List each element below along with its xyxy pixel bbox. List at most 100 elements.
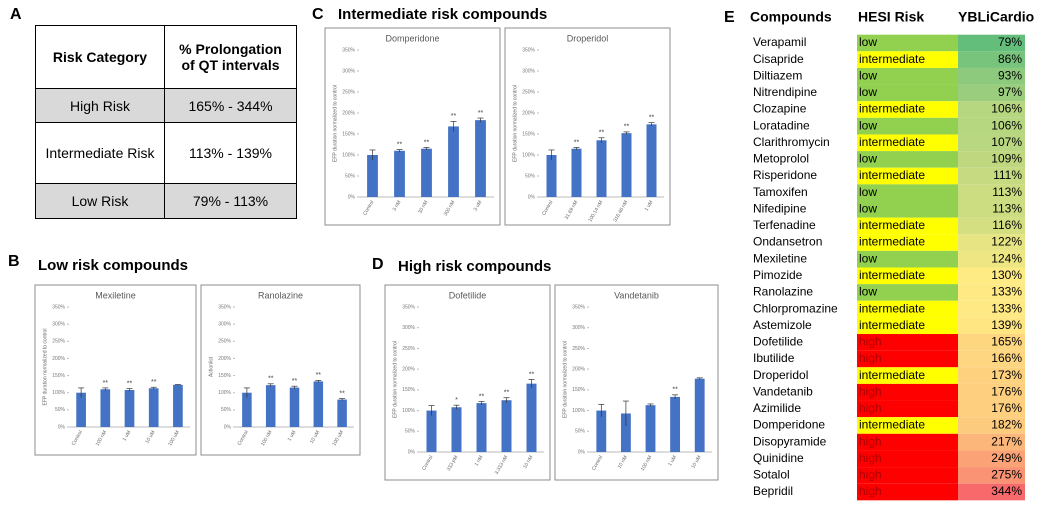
y-tick-label: 300% <box>52 321 65 327</box>
header-cell: HESI Risk <box>858 9 924 25</box>
score-cell <box>958 383 1025 401</box>
y-tick-label: 100% <box>52 390 65 396</box>
cell: High Risk <box>35 88 165 123</box>
y-tick-label: 350% <box>572 304 585 310</box>
compound: Tamoxifen <box>753 185 808 199</box>
bar <box>621 133 632 197</box>
score: 106% <box>991 102 1022 116</box>
y-tick-label: 300% <box>522 68 535 74</box>
score: 111% <box>993 168 1022 182</box>
compound: Verapamil <box>753 35 806 49</box>
bar <box>451 407 462 452</box>
y-axis-label: EFP duration normalized to control <box>332 85 338 162</box>
compound: Droperidol <box>753 368 808 382</box>
significance: ** <box>103 380 109 387</box>
score: 133% <box>991 285 1022 299</box>
score-cell <box>958 334 1025 351</box>
chart-title: Vandetanib <box>614 290 659 300</box>
score-cell <box>958 317 1025 335</box>
y-tick-label: 250% <box>342 89 355 95</box>
risk-cell <box>857 84 958 102</box>
risk-cell <box>857 51 958 68</box>
compound: Quinidine <box>753 451 804 465</box>
score: 124% <box>991 251 1022 265</box>
risk: high <box>859 335 882 349</box>
risk-cell <box>857 134 958 152</box>
risk: intermediate <box>859 102 925 116</box>
significance: ** <box>529 371 535 378</box>
significance: ** <box>599 130 605 137</box>
y-tick-label: 200% <box>572 366 585 372</box>
score: 166% <box>991 351 1022 365</box>
risk: low <box>859 185 877 199</box>
risk-cell <box>857 383 958 401</box>
y-tick-label: 100% <box>572 408 585 414</box>
y-tick-label: 200% <box>402 366 415 372</box>
significance: * <box>455 397 458 404</box>
score-cell <box>958 200 1025 218</box>
y-axis-label: EFP duration normalized to control <box>392 341 398 418</box>
bar <box>646 124 657 197</box>
score: 217% <box>991 434 1022 448</box>
y-axis-label: EFP duration normalized to control <box>512 85 518 162</box>
y-tick-label: 300% <box>402 325 415 331</box>
score-cell <box>958 134 1025 152</box>
cell: 79% - 113% <box>164 183 297 219</box>
compound: Nifedipine <box>753 201 807 215</box>
compound: Vandetanib <box>753 384 813 398</box>
score: 176% <box>991 401 1022 415</box>
y-tick-label: 350% <box>342 47 355 53</box>
score-cell <box>958 51 1025 68</box>
score: 344% <box>991 484 1022 498</box>
risk: intermediate <box>859 418 925 432</box>
risk: intermediate <box>859 301 925 315</box>
y-tick-label: 250% <box>218 339 231 345</box>
score: 165% <box>991 335 1022 349</box>
risk-cell <box>857 483 958 501</box>
significance: ** <box>151 379 157 386</box>
risk-cell <box>857 167 958 185</box>
chart-frame <box>504 27 671 226</box>
y-tick-label: 0% <box>578 449 586 455</box>
score: 113% <box>992 185 1022 199</box>
risk: high <box>859 451 882 465</box>
bar <box>476 403 487 452</box>
y-tick-label: 100% <box>522 152 535 158</box>
score: 116% <box>992 218 1022 232</box>
score-cell <box>958 300 1025 318</box>
y-tick-label: 250% <box>522 89 535 95</box>
bar <box>694 378 705 452</box>
compound: Ranolazine <box>753 285 813 299</box>
score: 106% <box>991 118 1022 132</box>
y-tick-label: 100% <box>218 390 231 396</box>
risk-cell <box>857 101 958 118</box>
significance: ** <box>397 141 403 148</box>
risk-cell <box>857 433 958 451</box>
y-tick-label: 200% <box>342 110 355 116</box>
chart-title: Mexiletine <box>95 290 136 300</box>
y-tick-label: 50% <box>221 407 232 413</box>
score: 249% <box>991 451 1022 465</box>
score-cell <box>958 167 1025 185</box>
header-cell: Risk Category <box>35 25 165 89</box>
risk: low <box>859 285 877 299</box>
bar <box>645 405 656 452</box>
chart-frame <box>384 284 551 481</box>
bar <box>242 392 252 427</box>
risk-cell <box>857 117 958 135</box>
risk-cell <box>857 284 958 301</box>
bar <box>526 383 537 452</box>
score: 275% <box>991 468 1022 482</box>
score-cell <box>958 234 1025 251</box>
header-cell: Compounds <box>750 9 832 25</box>
risk: intermediate <box>859 135 925 149</box>
x-tick-label: 1 uM <box>667 455 678 468</box>
y-tick-label: 200% <box>218 356 231 362</box>
y-tick-label: 250% <box>52 339 65 345</box>
y-tick-label: 300% <box>572 325 585 331</box>
y-tick-label: 0% <box>348 194 356 200</box>
score: 173% <box>991 368 1022 382</box>
bar <box>173 384 183 427</box>
score: 113% <box>992 201 1022 215</box>
